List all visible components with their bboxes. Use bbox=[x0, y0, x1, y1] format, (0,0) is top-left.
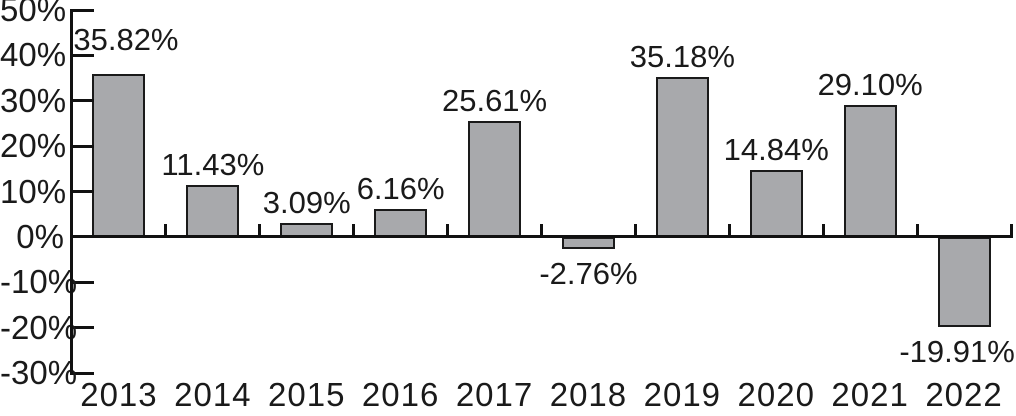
x-axis-tick bbox=[258, 223, 262, 237]
y-axis-tick bbox=[70, 326, 94, 330]
year-label-2021: 2021 bbox=[831, 376, 909, 413]
year-label-2017: 2017 bbox=[455, 376, 534, 413]
bar-2018 bbox=[561, 236, 615, 250]
value-label-2021: 29.10% bbox=[817, 66, 923, 102]
y-axis-label: -10% bbox=[0, 263, 78, 301]
y-axis-tick bbox=[70, 99, 94, 103]
year-label-2018: 2018 bbox=[549, 376, 628, 413]
year-label-2022: 2022 bbox=[925, 376, 1003, 413]
y-axis-tick bbox=[70, 144, 94, 148]
value-label-2014: 11.43% bbox=[161, 147, 265, 182]
y-axis-tick bbox=[70, 8, 94, 12]
y-axis-label: 50% bbox=[0, 0, 67, 28]
x-axis-zero-line bbox=[70, 235, 1013, 239]
x-axis-tick bbox=[821, 223, 825, 237]
x-axis-tick bbox=[164, 223, 168, 237]
x-axis-tick bbox=[633, 223, 637, 237]
x-axis-tick bbox=[352, 223, 356, 237]
bar-2022 bbox=[937, 236, 991, 328]
bar-2021 bbox=[843, 104, 897, 237]
y-axis-label: -20% bbox=[0, 308, 78, 346]
y-axis-label: 30% bbox=[0, 81, 67, 119]
bar-2020 bbox=[749, 169, 803, 237]
year-label-2013: 2013 bbox=[80, 376, 158, 413]
value-label-2019: 35.18% bbox=[629, 39, 735, 75]
x-axis-tick bbox=[1009, 223, 1013, 237]
bar-2013 bbox=[92, 74, 146, 237]
value-label-2018: -2.76% bbox=[539, 256, 638, 292]
value-label-2020: 14.84% bbox=[723, 131, 829, 167]
year-label-2016: 2016 bbox=[361, 376, 440, 413]
x-axis-tick bbox=[446, 223, 450, 237]
y-axis-label: 20% bbox=[0, 127, 67, 165]
value-label-2022: -19.91% bbox=[899, 334, 1015, 370]
year-label-2015: 2015 bbox=[268, 376, 346, 413]
y-axis-tick bbox=[70, 371, 94, 375]
year-label-2020: 2020 bbox=[737, 376, 815, 413]
year-label-2014: 2014 bbox=[174, 376, 252, 413]
year-label-2019: 2019 bbox=[643, 376, 722, 413]
bar-2014 bbox=[186, 185, 240, 237]
y-axis-tick bbox=[70, 280, 94, 284]
value-label-2013: 35.82% bbox=[73, 22, 179, 58]
y-axis-tick bbox=[70, 190, 94, 193]
x-axis-tick bbox=[915, 223, 919, 237]
bar-2016 bbox=[374, 208, 428, 237]
value-label-2015: 3.09% bbox=[262, 184, 351, 220]
y-axis-label: 10% bbox=[0, 172, 67, 210]
value-label-2017: 25.61% bbox=[441, 82, 548, 118]
y-axis-tick bbox=[70, 53, 94, 57]
x-axis-tick bbox=[727, 223, 731, 237]
y-axis-label: -30% bbox=[0, 354, 78, 391]
bar-2019 bbox=[655, 77, 709, 237]
y-axis-label: 40% bbox=[0, 36, 67, 74]
y-axis-line bbox=[70, 10, 73, 373]
x-axis-tick bbox=[540, 223, 543, 237]
bar-2017 bbox=[468, 120, 522, 237]
y-axis-label: 0% bbox=[16, 217, 64, 255]
value-label-2016: 6.16% bbox=[356, 170, 445, 206]
